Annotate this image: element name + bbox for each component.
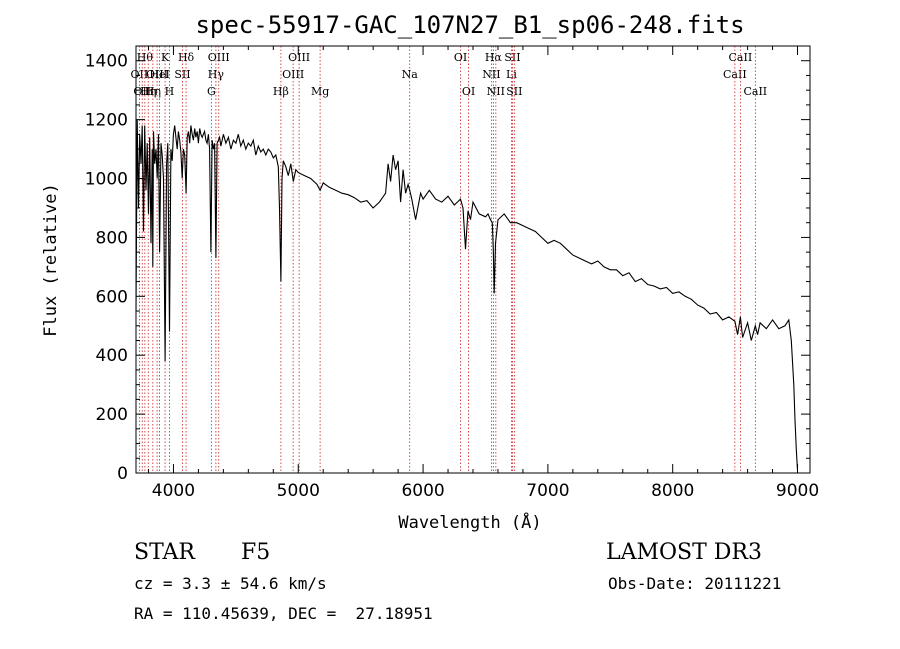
spectral-line-label: OIII [288,51,310,64]
object-subclass: F5 [241,540,271,565]
spectral-line-label: Hη [145,85,161,98]
y-tick-label: 1200 [85,111,128,131]
y-tick-label: 400 [96,346,128,366]
spectral-line-label: OIII [146,68,168,81]
y-tick-label: 1000 [85,170,128,190]
spectral-line-label: CaII [723,68,747,81]
spectral-line-label: Hβ [273,85,289,98]
spectral-line-label: Hη [140,85,156,98]
spectral-line-label: OII [131,68,149,81]
spectral-line-label: G [207,85,216,98]
spectral-line-label: Mg [311,85,329,98]
spectral-line-markers: OIIOIIHθHηHηOIIIHeIKHSIIHδGHγOIIIHβOIIIO… [131,46,767,473]
spectral-line-label: Hθ [137,51,154,64]
object-class: STAR [134,540,195,565]
y-tick-label: 1400 [85,52,128,72]
spectral-line-label: SII [506,85,522,98]
x-tick-label: 6000 [401,481,444,501]
coordinates: RA = 110.45639, DEC = 27.18951 [134,604,433,623]
spectral-line-label: OIII [208,51,230,64]
spectral-line-label: OII [133,85,151,98]
x-tick-label: 8000 [651,481,694,501]
x-axis: 4000 5000 6000 7000 8000 9000 [147,46,819,501]
x-tick-label: 4000 [152,481,195,501]
spectral-line-label: Hα [485,51,503,64]
spectral-line-label: Hγ [208,68,225,81]
spectral-line-label: CaII [743,85,767,98]
spectral-line-label: OIII [282,68,304,81]
redshift-cz: cz = 3.3 ± 54.6 km/s [134,574,327,593]
y-tick-label: 200 [96,405,128,425]
x-tick-label: 7000 [526,481,569,501]
spectral-line-label: NII [482,68,500,81]
x-tick-label: 9000 [776,481,819,501]
spectral-line-label: NII [487,85,505,98]
spectral-line-label: Na [402,68,419,81]
y-tick-label: 600 [96,287,128,307]
spectral-line-label: OI [462,85,475,98]
spectral-line-label: Li [506,68,517,81]
spectral-line-label: OI [454,51,467,64]
spectral-line-label: HeI [149,68,169,81]
spectral-line-label: H [165,85,175,98]
y-axis-label: Flux (relative) [41,183,61,337]
spectral-line-label: K [161,51,170,64]
spectral-line-label: SII [174,68,190,81]
spectrum-line [135,119,799,471]
observation-date: Obs-Date: 20111221 [608,574,782,593]
x-tick-label: 5000 [277,481,320,501]
y-tick-label: 0 [117,464,128,484]
chart-title: spec-55917-GAC_107N27_B1_sp06-248.fits [195,11,744,39]
y-axis: 0 200 400 600 800 1000 1200 1400 [85,45,810,484]
survey-name: LAMOST DR3 [606,540,762,565]
x-axis-label: Wavelength (Å) [398,511,541,533]
spectral-line-label: CaII [729,51,753,64]
plot-frame [135,45,811,474]
spectral-line-label: Hδ [178,51,195,64]
y-tick-label: 800 [96,228,128,248]
spectral-line-label: SII [504,51,520,64]
